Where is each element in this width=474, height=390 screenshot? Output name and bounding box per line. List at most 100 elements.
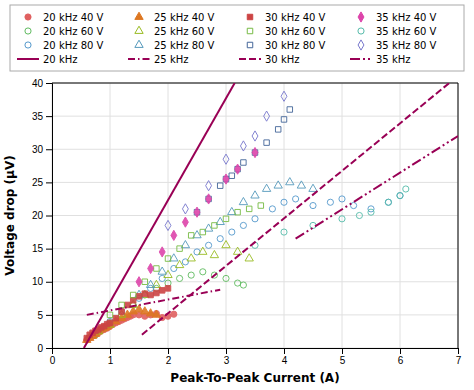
y-tick-mark (46, 282, 52, 283)
point (152, 280, 160, 287)
legend-item: 20 kHz (17, 54, 77, 65)
x-tick: 3 (224, 348, 230, 366)
point (119, 302, 124, 307)
point (297, 181, 305, 188)
marks (83, 83, 458, 348)
x-tick-label: 4 (282, 355, 288, 366)
series (194, 107, 292, 215)
point (165, 220, 171, 230)
y-tick: 40 (32, 78, 52, 89)
legend-item: 30 kHz 80 V (247, 40, 325, 51)
series (84, 310, 177, 343)
series (92, 269, 246, 338)
point (154, 266, 159, 271)
y-tick: 25 (32, 177, 52, 188)
point (229, 229, 235, 235)
y-tick-label: 25 (32, 177, 44, 188)
point (281, 199, 287, 205)
x-tick-label: 0 (50, 355, 56, 366)
point (281, 229, 287, 235)
legend-item: 35 kHz 60 V (358, 26, 437, 37)
point (310, 202, 316, 208)
legend-swatch (239, 58, 261, 60)
point (177, 246, 182, 251)
point (159, 288, 164, 293)
point (281, 117, 286, 122)
point (222, 241, 230, 248)
y-tick-mark (46, 249, 52, 250)
trend-line (87, 290, 220, 315)
y-tick-label: 35 (32, 111, 44, 122)
point (241, 160, 246, 165)
point (130, 292, 135, 297)
legend-item: 35 kHz (350, 54, 410, 65)
point (154, 290, 159, 295)
legend-swatch (128, 58, 150, 60)
y-tick-label: 15 (32, 243, 44, 254)
y-tick-mark (46, 182, 52, 183)
point (287, 107, 292, 112)
grid-line-y (52, 182, 458, 183)
point (194, 207, 200, 217)
point (258, 203, 263, 208)
legend-swatch (247, 14, 252, 19)
legend-swatch (25, 14, 31, 20)
legend-item: 20 kHz 40 V (25, 12, 104, 23)
legend-swatch (17, 58, 39, 60)
legend-label: 35 kHz 40 V (376, 12, 437, 23)
point (206, 242, 212, 248)
point (397, 193, 403, 199)
x-tick-mark (284, 348, 285, 354)
point (339, 216, 345, 222)
x-tick-mark (168, 348, 169, 354)
legend-label: 25 kHz 60 V (154, 26, 215, 37)
point (281, 91, 287, 101)
point (385, 199, 391, 205)
series (83, 305, 161, 343)
y-tick: 20 (32, 210, 52, 221)
point (182, 204, 188, 214)
chart: 012345670510152025303540Peak-To-Peak Cur… (0, 0, 474, 390)
y-tick-mark (46, 315, 52, 316)
legend-item: 25 kHz (128, 54, 188, 65)
x-tick-label: 7 (456, 355, 462, 366)
y-tick: 10 (32, 276, 52, 287)
legend-swatch (247, 42, 252, 47)
point (252, 216, 258, 222)
x-tick-mark (400, 348, 401, 354)
point (251, 191, 259, 198)
point (142, 291, 147, 296)
point (148, 292, 153, 297)
point (264, 140, 269, 145)
point (397, 193, 403, 199)
x-tick-mark (342, 348, 343, 354)
series (135, 178, 317, 298)
point (252, 147, 258, 157)
y-tick: 5 (37, 310, 52, 321)
legend-swatch (25, 28, 31, 34)
point (223, 216, 228, 221)
point (385, 199, 391, 205)
legend-swatch (350, 58, 372, 60)
series (107, 193, 403, 325)
series (136, 147, 258, 286)
point (142, 279, 147, 284)
point (286, 178, 294, 185)
grid (52, 83, 458, 348)
point (274, 181, 282, 188)
legend-swatch (135, 40, 143, 47)
point (165, 256, 170, 261)
point (206, 181, 212, 191)
point (199, 247, 207, 254)
x-tick-label: 5 (340, 355, 346, 366)
point (403, 186, 409, 192)
point (210, 250, 218, 257)
y-tick-label: 40 (32, 78, 44, 89)
legend-item: 35 kHz 80 V (358, 40, 436, 51)
series (165, 91, 287, 230)
point (240, 141, 246, 151)
x-tick-label: 2 (166, 355, 172, 366)
point (293, 196, 299, 202)
y-tick-label: 5 (37, 310, 43, 321)
point (217, 236, 223, 242)
